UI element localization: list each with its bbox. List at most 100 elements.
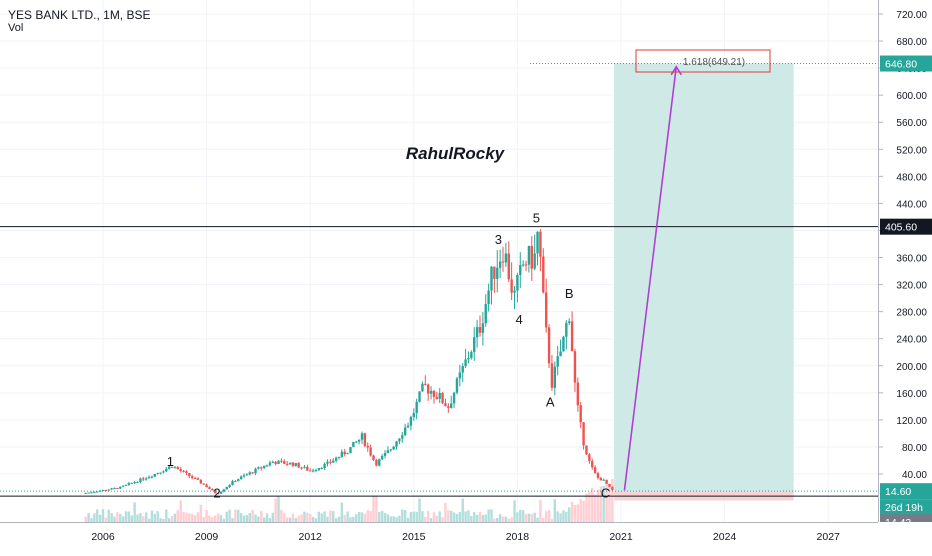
volume-bar bbox=[147, 518, 151, 522]
volume-bar bbox=[208, 515, 211, 522]
volume-bar bbox=[507, 518, 510, 522]
arrow-shaft bbox=[623, 66, 678, 491]
candle-body bbox=[242, 475, 246, 477]
volume-bar bbox=[481, 514, 485, 522]
candle-body bbox=[124, 484, 128, 486]
volume-bar bbox=[435, 515, 439, 522]
time-axis[interactable]: 2006 2009 2012 2015 2018 2021 2024 2027 bbox=[0, 522, 878, 551]
volume-bar bbox=[432, 512, 436, 522]
candle bbox=[153, 473, 156, 478]
candle-body bbox=[478, 327, 482, 333]
candle bbox=[542, 248, 545, 294]
candle bbox=[167, 465, 171, 470]
volume-bar bbox=[395, 517, 398, 522]
candle-body bbox=[87, 492, 90, 494]
volume-bar bbox=[524, 513, 528, 522]
volume-bar bbox=[211, 517, 214, 522]
candle-body bbox=[458, 372, 462, 379]
volume-bar bbox=[202, 517, 205, 522]
volume-bar bbox=[450, 510, 453, 522]
candle bbox=[401, 432, 404, 443]
volume-bar bbox=[496, 518, 499, 522]
candle bbox=[294, 462, 298, 467]
candle bbox=[121, 485, 125, 488]
price-tick-label: 240.00 bbox=[896, 335, 927, 346]
volume-bar bbox=[504, 516, 508, 522]
candle-body bbox=[285, 463, 289, 465]
volume-bar bbox=[372, 495, 375, 522]
volume-bar bbox=[380, 510, 384, 522]
price-tick-label: 680.00 bbox=[896, 37, 927, 48]
candle-body bbox=[208, 487, 211, 489]
target-zone bbox=[614, 63, 794, 492]
horizontal-lines[interactable] bbox=[0, 63, 878, 497]
volume-bar bbox=[196, 512, 200, 522]
volume-bar bbox=[291, 513, 295, 522]
candle bbox=[475, 320, 479, 348]
candle bbox=[501, 246, 505, 272]
candle bbox=[193, 476, 197, 480]
candle bbox=[478, 315, 482, 337]
candle-body bbox=[167, 466, 171, 469]
candle-body bbox=[136, 481, 139, 483]
candle bbox=[363, 432, 367, 448]
candle-body bbox=[380, 456, 384, 460]
volume-bar bbox=[139, 513, 142, 522]
volume-bar bbox=[530, 513, 533, 522]
price-tag-target: 646.80 bbox=[880, 55, 932, 72]
candle bbox=[450, 395, 453, 409]
candle bbox=[334, 456, 338, 463]
candle bbox=[355, 441, 358, 444]
volume-bar bbox=[121, 516, 125, 522]
candle bbox=[285, 461, 289, 466]
candle bbox=[369, 444, 372, 457]
fib-rect[interactable] bbox=[635, 49, 771, 73]
candle-body bbox=[165, 468, 168, 472]
candle bbox=[530, 236, 533, 281]
volume-bar bbox=[176, 510, 180, 522]
time-tick-label: 2015 bbox=[402, 531, 426, 543]
volume-bar bbox=[96, 509, 99, 522]
candle-body bbox=[303, 466, 306, 468]
fib-box[interactable]: 1.618(649.21) bbox=[635, 49, 771, 73]
candle-body bbox=[323, 463, 326, 469]
candle-body bbox=[510, 279, 513, 293]
volume-bar bbox=[251, 509, 254, 522]
volume-bar bbox=[521, 510, 525, 522]
candle bbox=[96, 491, 99, 493]
candle bbox=[415, 398, 418, 420]
candle-body bbox=[104, 490, 108, 492]
volume-bar bbox=[317, 511, 321, 522]
candle bbox=[314, 468, 318, 473]
candle bbox=[570, 311, 574, 352]
candle bbox=[124, 484, 128, 487]
price-axis[interactable]: 40.00 80.00 120.00 160.00 200.00 240.00 280.00… bbox=[878, 0, 932, 531]
candle-body bbox=[582, 422, 585, 446]
volume-bar bbox=[519, 509, 522, 522]
wave-label: A bbox=[546, 394, 555, 409]
candle bbox=[159, 472, 162, 475]
candle bbox=[90, 491, 93, 494]
volume-legend[interactable]: Vol bbox=[8, 22, 24, 34]
candle bbox=[262, 465, 266, 470]
candle-body bbox=[288, 462, 292, 465]
candle-body bbox=[487, 290, 490, 305]
candle-body bbox=[173, 467, 177, 469]
volume-bar bbox=[191, 513, 194, 522]
candle bbox=[165, 466, 168, 473]
volume-bar bbox=[185, 512, 188, 522]
candle-body bbox=[150, 476, 154, 478]
candle-body bbox=[231, 481, 234, 485]
candle bbox=[441, 391, 444, 405]
volume-bar bbox=[478, 511, 482, 522]
symbol-legend[interactable]: YES BANK LTD., 1M, BSE bbox=[8, 8, 151, 22]
volume-bar bbox=[426, 510, 430, 522]
volume-bar bbox=[398, 515, 401, 522]
candle-body bbox=[363, 433, 367, 446]
candle-body bbox=[372, 455, 375, 460]
wave-label: 4 bbox=[516, 312, 523, 327]
candle bbox=[375, 458, 378, 467]
candle-body bbox=[216, 493, 220, 495]
candle bbox=[424, 375, 427, 386]
